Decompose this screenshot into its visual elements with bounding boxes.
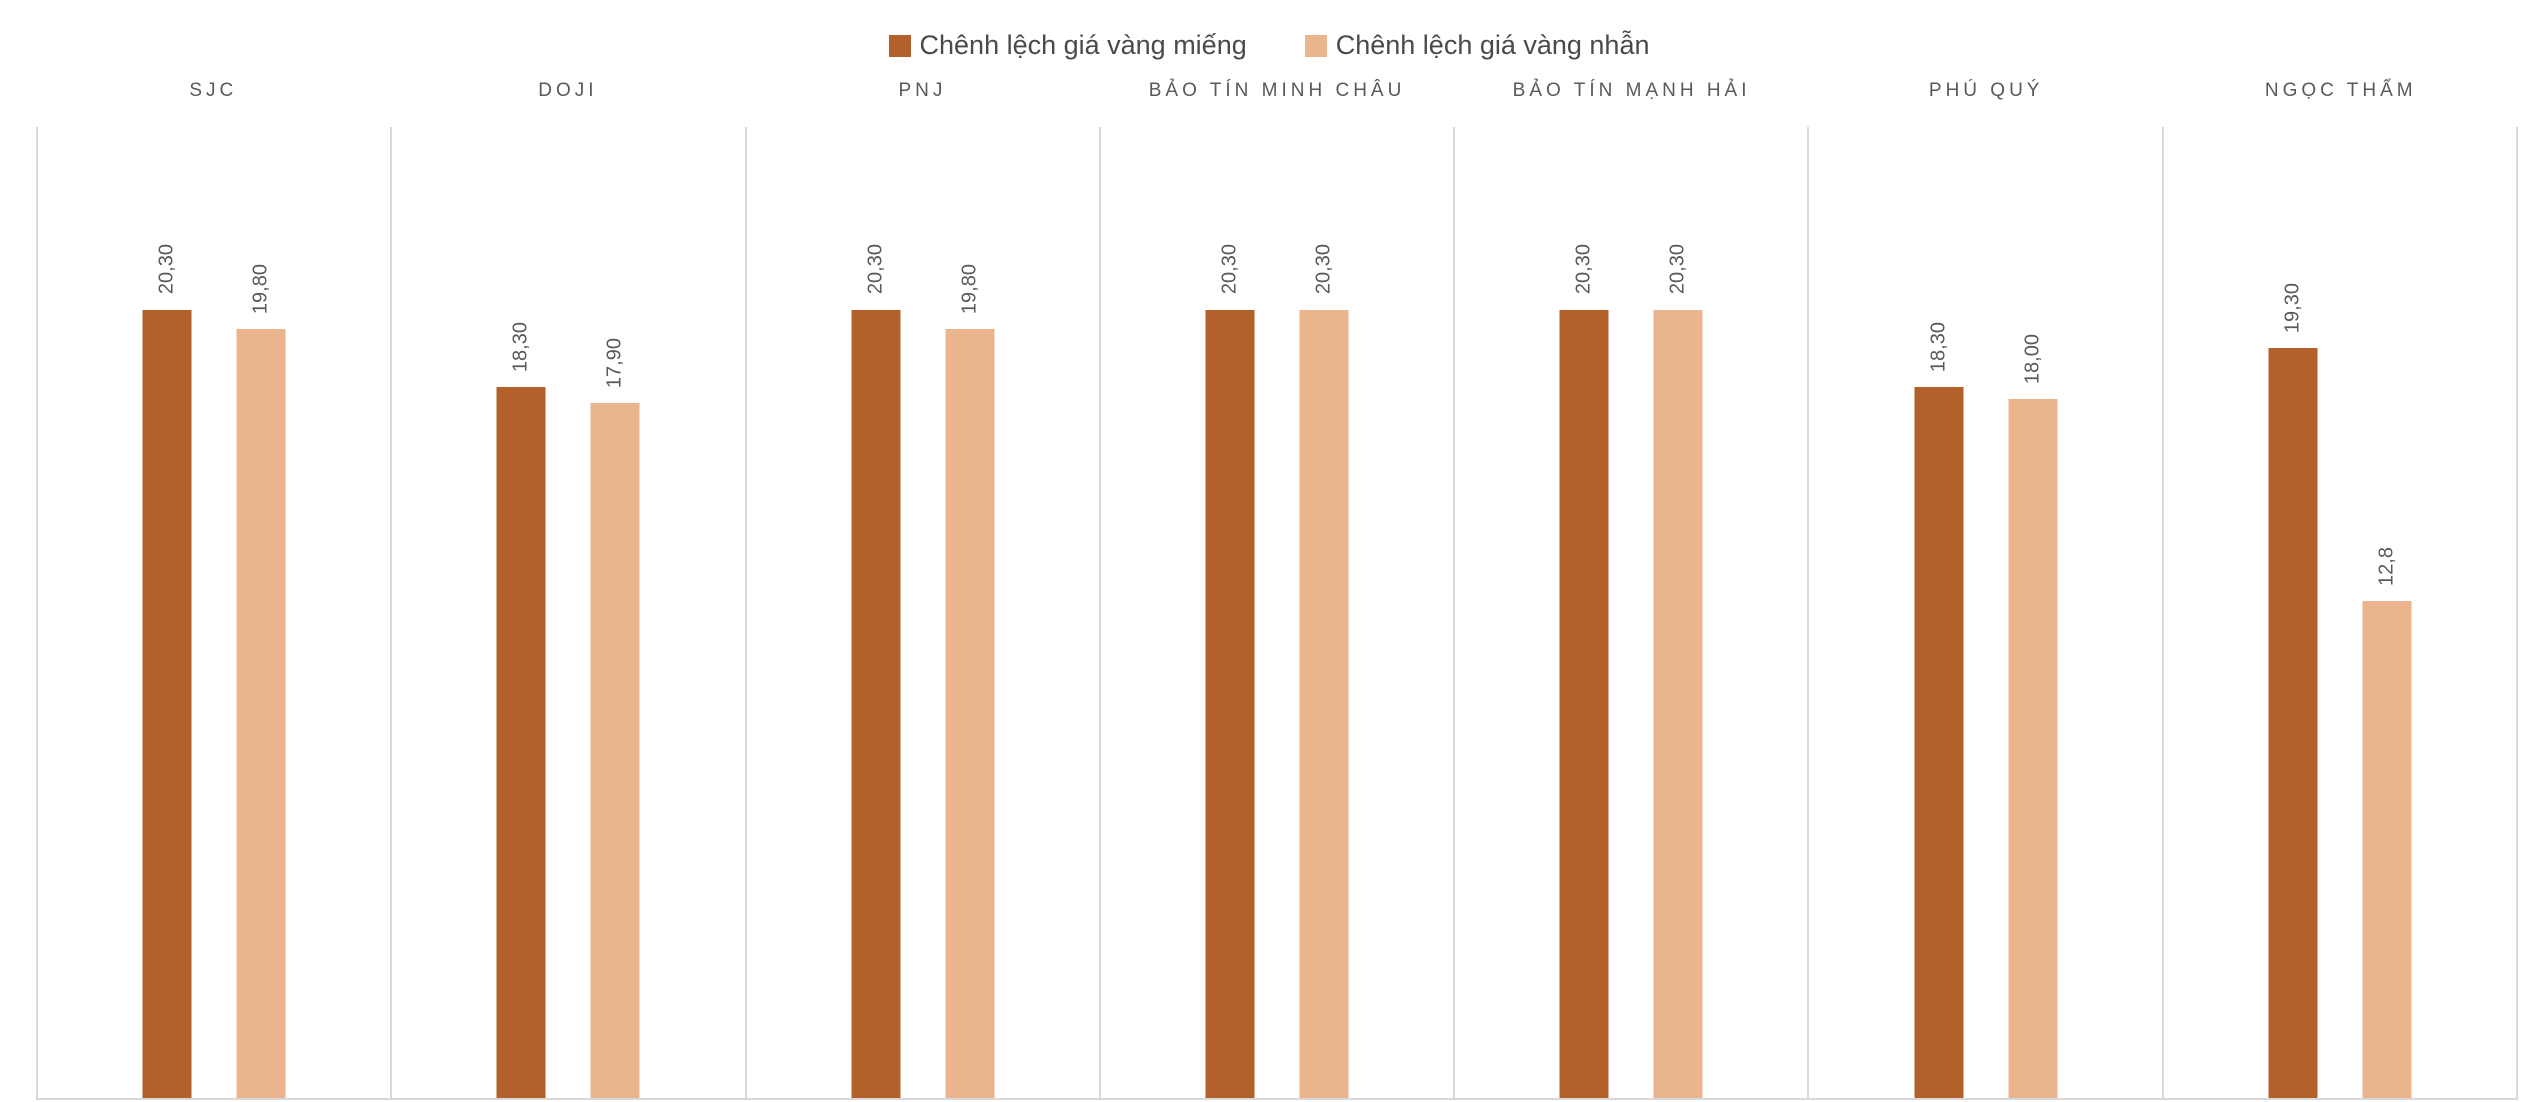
bar-value-label: 19,80 xyxy=(958,263,981,314)
bar-value-label: 17,90 xyxy=(603,337,626,388)
bar-value-label: 19,80 xyxy=(249,263,272,314)
bar-wrap: 12,8 xyxy=(2362,546,2412,1098)
legend-item-vang-mieng[interactable]: Chênh lệch giá vàng miếng xyxy=(888,30,1247,61)
plot-area: 20,30 19,80 18,30 17,90 20,30 19,80 20,30 20,30… xyxy=(36,127,2518,1100)
legend: Chênh lệch giá vàng miếng Chênh lệch giá… xyxy=(0,30,2538,61)
bar-wrap: 19,80 xyxy=(945,263,995,1098)
bar-wrap: 18,00 xyxy=(2008,333,2058,1098)
category-label: DOJI xyxy=(538,80,598,101)
bar-wrap: 20,30 xyxy=(142,244,192,1098)
bar-value-label: 20,30 xyxy=(1572,244,1595,295)
bar-vang-nhan[interactable] xyxy=(590,402,640,1098)
bar-wrap: 18,30 xyxy=(496,322,546,1098)
category-label: BẢO TÍN MẠNH HẢI xyxy=(1512,80,1751,101)
panel: 20,30 19,80 xyxy=(36,127,390,1098)
category-label: NGỌC THẨM xyxy=(2264,80,2417,101)
bar-value-label: 20,30 xyxy=(155,244,178,295)
panel: 20,30 20,30 xyxy=(1098,127,1453,1098)
bar-value-label: 18,30 xyxy=(509,322,532,373)
bar-vang-nhan[interactable] xyxy=(236,329,286,1098)
panel: 20,30 19,80 xyxy=(744,127,1099,1098)
bar-wrap: 20,30 xyxy=(851,244,901,1098)
bar-wrap: 18,30 xyxy=(1914,322,1964,1098)
bar-value-label: 19,30 xyxy=(2281,283,2304,334)
bar-group: 20,30 19,80 xyxy=(142,244,286,1098)
category-label: PHÚ QUÝ xyxy=(1928,80,2044,101)
bar-vang-mieng[interactable] xyxy=(1205,309,1255,1098)
bar-vang-mieng[interactable] xyxy=(851,309,901,1098)
bar-vang-mieng[interactable] xyxy=(2268,348,2318,1098)
legend-item-vang-nhan[interactable]: Chênh lệch giá vàng nhẫn xyxy=(1304,30,1650,61)
bar-value-label: 20,30 xyxy=(1312,244,1335,295)
legend-label-vang-mieng: Chênh lệch giá vàng miếng xyxy=(919,30,1247,60)
bar-value-label: 20,30 xyxy=(1666,244,1689,295)
panel: 19,30 12,8 xyxy=(2161,127,2518,1098)
panel: 18,30 18,00 xyxy=(1807,127,2161,1098)
bar-vang-mieng[interactable] xyxy=(496,387,546,1098)
bar-vang-mieng[interactable] xyxy=(1914,387,1964,1098)
bar-group: 18,30 18,00 xyxy=(1914,322,2058,1098)
bar-wrap: 19,30 xyxy=(2268,283,2318,1098)
category-row: SJC DOJI PNJ BẢO TÍN MINH CHÂU BẢO TÍN MẠNH … xyxy=(36,80,2518,102)
bar-value-label: 18,30 xyxy=(1927,322,1950,373)
category-label: BẢO TÍN MINH CHÂU xyxy=(1148,80,1406,101)
bar-vang-nhan[interactable] xyxy=(1299,309,1349,1098)
bar-vang-mieng[interactable] xyxy=(142,309,192,1098)
bar-wrap: 20,30 xyxy=(1205,244,1255,1098)
bar-group: 18,30 17,90 xyxy=(496,322,640,1098)
bar-wrap: 20,30 xyxy=(1653,244,1703,1098)
category-label: PNJ xyxy=(898,80,947,101)
legend-swatch-vang-mieng-icon xyxy=(888,34,911,57)
bar-group: 20,30 20,30 xyxy=(1205,244,1349,1098)
bar-value-label: 20,30 xyxy=(864,244,887,295)
bar-vang-nhan[interactable] xyxy=(945,329,995,1098)
legend-swatch-vang-nhan-icon xyxy=(1304,34,1327,57)
bar-value-label: 18,00 xyxy=(2021,333,2044,384)
panel: 20,30 20,30 xyxy=(1453,127,1807,1098)
legend-label-vang-nhan: Chênh lệch giá vàng nhẫn xyxy=(1335,30,1650,60)
bar-vang-nhan[interactable] xyxy=(1653,309,1703,1098)
bar-vang-mieng[interactable] xyxy=(1559,309,1609,1098)
bar-wrap: 20,30 xyxy=(1299,244,1349,1098)
bar-value-label: 12,8 xyxy=(2375,546,2398,586)
bar-wrap: 20,30 xyxy=(1559,244,1609,1098)
bar-group: 20,30 19,80 xyxy=(851,244,995,1098)
bar-vang-nhan[interactable] xyxy=(2362,600,2412,1098)
bar-group: 20,30 20,30 xyxy=(1559,244,1703,1098)
bar-wrap: 17,90 xyxy=(590,337,640,1098)
bar-wrap: 19,80 xyxy=(236,263,286,1098)
category-label: SJC xyxy=(189,80,238,101)
bar-vang-nhan[interactable] xyxy=(2008,398,2058,1098)
bar-group: 19,30 12,8 xyxy=(2268,283,2412,1098)
bar-value-label: 20,30 xyxy=(1218,244,1241,295)
panel: 18,30 17,90 xyxy=(390,127,744,1098)
